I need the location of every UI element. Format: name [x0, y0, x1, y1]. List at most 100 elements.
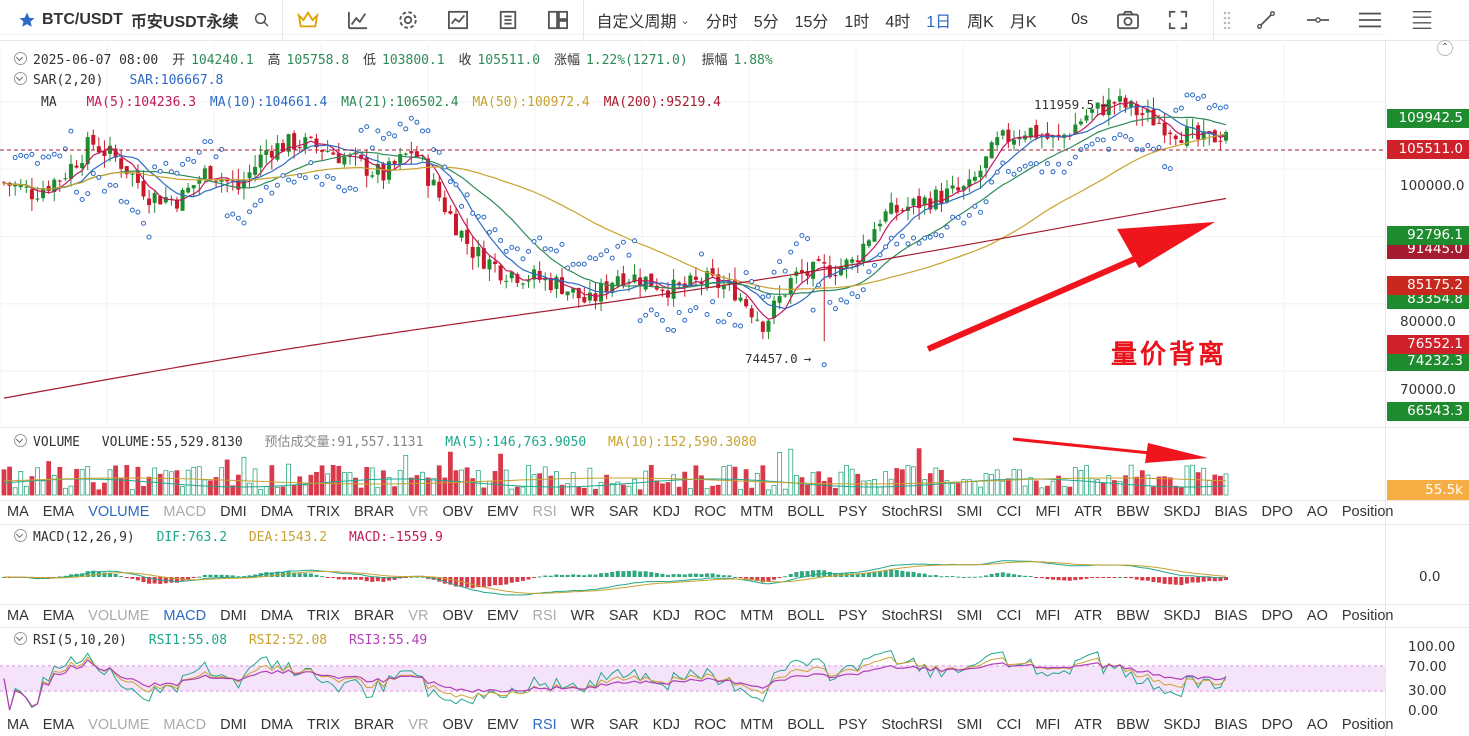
indicator-tab-emv[interactable]: EMV	[487, 608, 519, 624]
indicator-tab-wr[interactable]: WR	[570, 608, 595, 624]
indicator-tab-roc[interactable]: ROC	[694, 504, 727, 520]
indicator-tab-ema[interactable]: EMA	[42, 608, 75, 624]
indicator-tab-rsi[interactable]: RSI	[532, 608, 557, 624]
trendline-icon[interactable]	[1240, 0, 1292, 40]
indicator-tab-obv[interactable]: OBV	[442, 504, 474, 520]
indicator-tab-cci[interactable]: CCI	[996, 504, 1022, 520]
indicator-tab-dmi[interactable]: DMI	[220, 504, 247, 520]
indicator-tab-smi[interactable]: SMI	[956, 717, 983, 733]
indicator-tab-wr[interactable]: WR	[570, 717, 595, 733]
indicator-tab-mtm[interactable]: MTM	[740, 608, 774, 624]
indicator-tab-skdj[interactable]: SKDJ	[1163, 608, 1201, 624]
indicator-tab-macd[interactable]: MACD	[163, 504, 207, 520]
custom-period-dropdown[interactable]: 自定义周期 ⌄	[584, 0, 697, 40]
indicator-tab-trix[interactable]: TRIX	[306, 608, 340, 624]
indicator-tab-mtm[interactable]: MTM	[740, 717, 774, 733]
indicator-tab-roc[interactable]: ROC	[694, 717, 727, 733]
indicator-tab-ao[interactable]: AO	[1306, 608, 1328, 624]
exchange-name[interactable]: 币安USDT永续	[130, 14, 239, 31]
period-4[interactable]: 1时	[844, 14, 870, 31]
indicator-tab-kdj[interactable]: KDJ	[652, 504, 681, 520]
indicator-tab-brar[interactable]: BRAR	[353, 504, 395, 520]
period-2[interactable]: 5分	[753, 14, 779, 31]
indicator-tab-volume[interactable]: VOLUME	[88, 717, 150, 733]
collapse-icon[interactable]	[14, 434, 27, 447]
indicator-tab-ao[interactable]: AO	[1306, 504, 1328, 520]
crown-icon[interactable]	[283, 0, 333, 40]
indicator-tab-dpo[interactable]: DPO	[1261, 608, 1293, 624]
indicator-tab-roc[interactable]: ROC	[694, 608, 727, 624]
indicator-tab-skdj[interactable]: SKDJ	[1163, 504, 1201, 520]
indicator-tab-rsi[interactable]: RSI	[532, 504, 557, 520]
layout-icon[interactable]	[533, 0, 583, 40]
period-3[interactable]: 15分	[794, 14, 829, 31]
indicator-tab-atr[interactable]: ATR	[1074, 717, 1103, 733]
indicator-tab-kdj[interactable]: KDJ	[652, 608, 681, 624]
symbol-name[interactable]: BTC/USDT	[42, 11, 123, 28]
indicator-tab-position[interactable]: Position	[1341, 504, 1394, 520]
indicator-tab-dpo[interactable]: DPO	[1261, 504, 1293, 520]
indicator-tab-volume[interactable]: VOLUME	[88, 504, 150, 520]
indicator-tab-dma[interactable]: DMA	[260, 608, 293, 624]
indicator-tab-mfi[interactable]: MFI	[1035, 504, 1061, 520]
menu-icon[interactable]	[1396, 0, 1448, 40]
collapse-icon[interactable]	[14, 632, 27, 645]
indicator-tab-dmi[interactable]: DMI	[220, 717, 247, 733]
indicator-tab-bias[interactable]: BIAS	[1214, 717, 1248, 733]
indicator-tab-vr[interactable]: VR	[408, 504, 429, 520]
indicator-tab-wr[interactable]: WR	[570, 504, 595, 520]
gear-icon[interactable]	[383, 0, 433, 40]
search-icon[interactable]	[242, 0, 282, 40]
indicator-icon[interactable]	[333, 0, 383, 40]
indicator-tab-psy[interactable]: PSY	[838, 504, 868, 520]
indicator-tab-bbw[interactable]: BBW	[1116, 504, 1150, 520]
indicator-tab-sar[interactable]: SAR	[608, 717, 639, 733]
indicator-tab-dmi[interactable]: DMI	[220, 608, 247, 624]
indicator-tab-emv[interactable]: EMV	[487, 504, 519, 520]
indicator-tab-dpo[interactable]: DPO	[1261, 717, 1293, 733]
indicator-tab-stochrsi[interactable]: StochRSI	[881, 504, 943, 520]
indicator-tab-mtm[interactable]: MTM	[740, 504, 774, 520]
indicator-tab-boll[interactable]: BOLL	[787, 717, 825, 733]
indicator-tab-boll[interactable]: BOLL	[787, 608, 825, 624]
indicator-tab-stochrsi[interactable]: StochRSI	[881, 608, 943, 624]
indicator-tab-bbw[interactable]: BBW	[1116, 717, 1150, 733]
indicator-tab-boll[interactable]: BOLL	[787, 504, 825, 520]
indicator-tab-vr[interactable]: VR	[408, 717, 429, 733]
indicator-tab-ema[interactable]: EMA	[42, 504, 75, 520]
indicator-tab-trix[interactable]: TRIX	[306, 504, 340, 520]
indicator-tab-obv[interactable]: OBV	[442, 717, 474, 733]
period-7[interactable]: 周K	[967, 14, 994, 31]
indicator-tab-ma[interactable]: MA	[7, 608, 29, 624]
period-1[interactable]: 分时	[705, 14, 738, 31]
camera-icon[interactable]	[1103, 0, 1153, 40]
indicator-tab-volume[interactable]: VOLUME	[88, 608, 150, 624]
period-6-active[interactable]: 1日	[926, 14, 952, 31]
star-icon[interactable]	[0, 0, 36, 40]
indicator-tab-psy[interactable]: PSY	[838, 608, 868, 624]
indicator-tab-sar[interactable]: SAR	[608, 608, 639, 624]
indicator-tab-trix[interactable]: TRIX	[306, 717, 340, 733]
indicator-tab-atr[interactable]: ATR	[1074, 608, 1103, 624]
indicator-tab-dma[interactable]: DMA	[260, 717, 293, 733]
indicator-tab-brar[interactable]: BRAR	[353, 608, 395, 624]
fullscreen-icon[interactable]	[1153, 0, 1203, 40]
indicator-tab-stochrsi[interactable]: StochRSI	[881, 717, 943, 733]
indicator-tab-smi[interactable]: SMI	[956, 504, 983, 520]
chart-canvas[interactable]	[0, 0, 1385, 736]
template-icon[interactable]	[483, 0, 533, 40]
period-5[interactable]: 4时	[885, 14, 911, 31]
indicator-tab-emv[interactable]: EMV	[487, 717, 519, 733]
indicator-tab-brar[interactable]: BRAR	[353, 717, 395, 733]
indicator-tab-cci[interactable]: CCI	[996, 717, 1022, 733]
indicator-tab-dma[interactable]: DMA	[260, 504, 293, 520]
collapse-icon[interactable]	[14, 52, 27, 65]
indicator-tab-smi[interactable]: SMI	[956, 608, 983, 624]
indicator-tab-sar[interactable]: SAR	[608, 504, 639, 520]
collapse-icon[interactable]	[14, 529, 27, 542]
chevron-up-icon[interactable]: ⌃	[1437, 40, 1453, 56]
indicator-tab-skdj[interactable]: SKDJ	[1163, 717, 1201, 733]
indicator-tab-bias[interactable]: BIAS	[1214, 504, 1248, 520]
indicator-tab-psy[interactable]: PSY	[838, 717, 868, 733]
indicator-tab-bias[interactable]: BIAS	[1214, 608, 1248, 624]
